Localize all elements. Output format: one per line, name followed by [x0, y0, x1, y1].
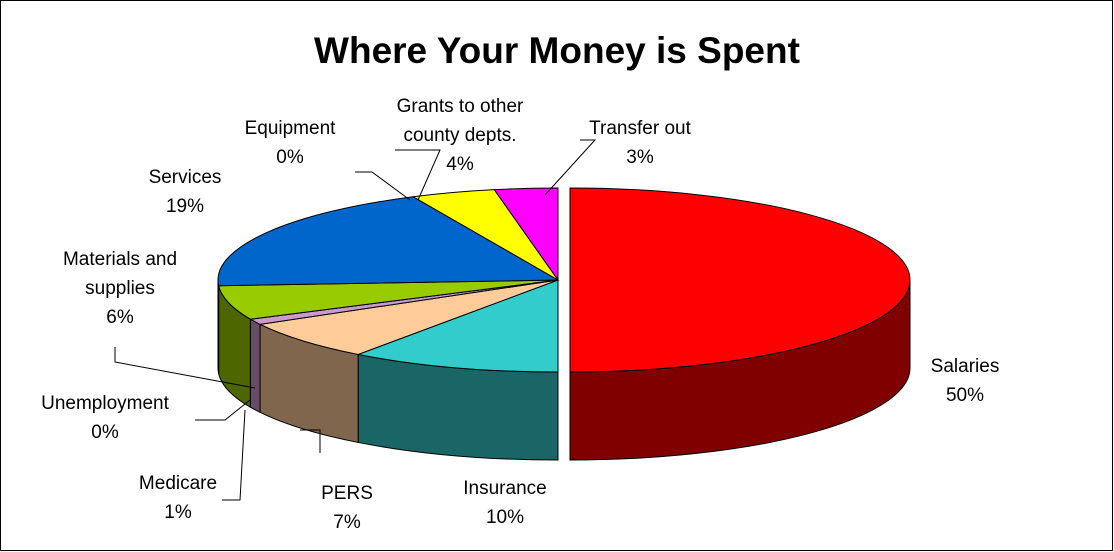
value-label: 0% — [91, 422, 119, 443]
category-label: Unemployment — [41, 393, 169, 414]
category-label: Insurance — [463, 478, 547, 499]
slice-side — [249, 318, 261, 414]
slice-label: Equipment 0% — [225, 114, 355, 172]
leader-line — [114, 347, 256, 389]
slice — [217, 196, 560, 287]
slice-label: Services 19% — [125, 163, 245, 221]
category-label: Materials and supplies — [62, 249, 178, 299]
value-label: 3% — [626, 147, 654, 168]
slice-label: Materials and supplies 6% — [35, 245, 205, 332]
value-label: 7% — [333, 512, 361, 533]
slice-label: Transfer out 3% — [565, 114, 715, 172]
slice-label: Medicare 1% — [118, 469, 238, 527]
category-label: PERS — [321, 483, 373, 504]
value-label: 19% — [165, 196, 205, 217]
value-label: 10% — [485, 507, 525, 528]
category-label: Grants to other county depts. — [396, 96, 524, 146]
slice-label: PERS 7% — [297, 479, 397, 537]
slice — [218, 279, 559, 320]
chart-title: Where Your Money is Spent — [314, 30, 800, 71]
slice — [493, 187, 559, 282]
leader-line — [395, 149, 441, 201]
value-label: 4% — [446, 154, 474, 175]
category-label: Medicare — [138, 473, 218, 494]
leader-line — [355, 171, 411, 201]
category-label: Equipment — [244, 118, 336, 139]
slice-label: Unemployment 0% — [10, 389, 200, 447]
leader-line — [300, 429, 321, 453]
slice-side — [217, 279, 220, 374]
slice-label: Grants to other county depts. 4% — [385, 92, 535, 179]
category-label: Transfer out — [589, 118, 691, 139]
category-label: Salaries — [930, 356, 1000, 377]
slice-label: Salaries 50% — [905, 352, 1025, 410]
leader-line — [544, 139, 597, 196]
value-label: 6% — [106, 307, 134, 328]
slice-label: Insurance 10% — [435, 474, 575, 532]
slice — [569, 187, 911, 373]
leader-line — [195, 399, 251, 421]
slice — [258, 279, 559, 355]
value-label: 1% — [164, 502, 192, 523]
slice — [356, 279, 559, 373]
category-label: Services — [148, 167, 222, 188]
leader-line — [222, 409, 246, 501]
value-label: 50% — [945, 385, 985, 406]
value-label: 0% — [276, 147, 304, 168]
